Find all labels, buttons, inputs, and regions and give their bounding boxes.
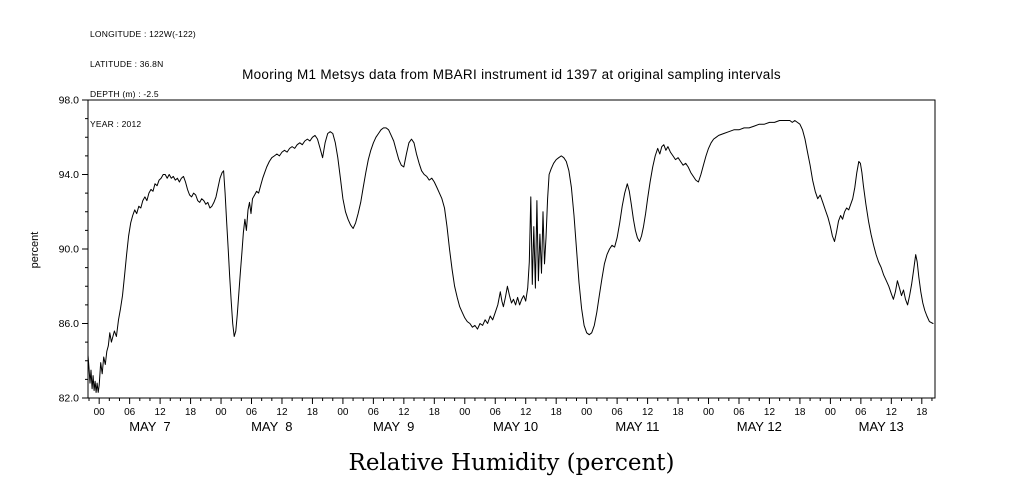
x-tick-label: 12: [642, 407, 654, 418]
x-axis: 00 06 12 18 00 06 12 18 00 06 12 18 00 06 12 18 00 06 12 18…: [88, 398, 933, 418]
day-label: MAY 7: [129, 419, 170, 434]
day-label: MAY 10: [493, 419, 538, 434]
x-tick-label: 06: [246, 407, 258, 418]
x-tick-label: 00: [459, 407, 471, 418]
x-tick-label: 18: [307, 407, 319, 418]
y-axis: 82.0 86.0 90.0 94.0 98.0: [59, 95, 88, 405]
plot-frame: [87, 99, 936, 399]
x-tick-label: 06: [490, 407, 502, 418]
x-tick-label: 18: [185, 407, 197, 418]
x-tick-label: 12: [520, 407, 532, 418]
day-label: MAY 8: [251, 419, 292, 434]
humidity-series-line: [87, 120, 934, 393]
x-tick-label: 06: [612, 407, 624, 418]
x-axis-caption: Relative Humidity (percent): [348, 450, 675, 476]
y-tick-label: 94.0: [59, 169, 80, 181]
x-tick-label: 18: [916, 407, 928, 418]
x-tick-label: 12: [886, 407, 898, 418]
x-tick-label: 06: [733, 407, 745, 418]
metadata-block: LONGITUDE : 122W(-122) LATITUDE : 36.8N …: [90, 9, 196, 139]
x-tick-label: 18: [551, 407, 563, 418]
x-tick-label: 00: [703, 407, 715, 418]
x-tick-label: 06: [368, 407, 380, 418]
metadata-depth: DEPTH (m) : -2.5: [90, 89, 159, 99]
x-tick-label: 12: [155, 407, 167, 418]
day-label: MAY 12: [737, 419, 782, 434]
x-tick-label: 00: [825, 407, 837, 418]
x-tick-label: 12: [764, 407, 776, 418]
x-tick-label: 12: [398, 407, 410, 418]
day-label: MAY 13: [859, 419, 904, 434]
metadata-latitude: LATITUDE : 36.8N: [90, 59, 164, 69]
x-tick-label: 18: [794, 407, 806, 418]
plot-title: Mooring M1 Metsys data from MBARI instru…: [242, 67, 781, 82]
x-tick-label: 06: [124, 407, 136, 418]
x-tick-label: 00: [94, 407, 106, 418]
day-label: MAY 11: [615, 419, 659, 434]
day-label: MAY 9: [373, 419, 414, 434]
x-tick-label: 00: [215, 407, 227, 418]
day-labels: MAY 7 MAY 8 MAY 9 MAY 10 MAY 11 MAY 12 MAY 13: [129, 419, 903, 434]
metadata-longitude: LONGITUDE : 122W(-122): [90, 29, 196, 39]
y-tick-label: 86.0: [59, 318, 80, 330]
y-tick-label: 90.0: [59, 244, 80, 256]
y-tick-label: 82.0: [59, 393, 80, 405]
x-tick-label: 12: [276, 407, 288, 418]
x-tick-label: 00: [337, 407, 349, 418]
y-tick-label: 98.0: [59, 95, 80, 107]
metadata-year: YEAR : 2012: [90, 119, 142, 129]
x-tick-label: 18: [429, 407, 441, 418]
x-tick-label: 06: [855, 407, 867, 418]
x-tick-label: 00: [581, 407, 593, 418]
x-tick-label: 18: [672, 407, 684, 418]
